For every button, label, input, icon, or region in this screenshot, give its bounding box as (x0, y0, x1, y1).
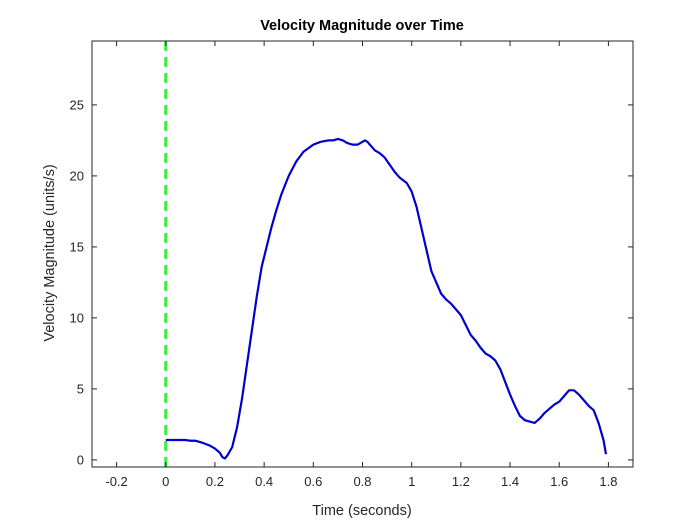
x-tick-label: 1.4 (501, 474, 519, 489)
y-tick-label: 10 (70, 310, 84, 325)
x-tick-label: 1.8 (599, 474, 617, 489)
y-tick-label: 25 (70, 97, 84, 112)
y-tick-label: 20 (70, 168, 84, 183)
x-tick-label: -0.2 (105, 474, 127, 489)
x-tick-label: 1.2 (452, 474, 470, 489)
x-tick-label: 0.6 (304, 474, 322, 489)
x-tick-label: 0.2 (206, 474, 224, 489)
y-tick-label: 0 (77, 452, 84, 467)
plot-area: -0.2 0 0.2 0.4 0.6 0.8 1 1.2 1.4 1.6 1.8 0 5 10 15 20 25 (70, 40, 634, 489)
x-tick-label: 0.8 (353, 474, 371, 489)
y-tick-label: 15 (70, 239, 84, 254)
x-tick-label: 1.6 (550, 474, 568, 489)
x-tick-label: 0.4 (255, 474, 273, 489)
y-axis-label: Velocity Magnitude (units/s) (42, 164, 58, 341)
series-line (165, 137, 608, 460)
x-tick-label: 0 (162, 474, 169, 489)
x-tick-label: 1 (408, 474, 415, 489)
x-axis-label: Time (seconds) (312, 503, 411, 519)
y-tick-label: 5 (77, 381, 84, 396)
chart-title: Velocity Magnitude over Time (260, 18, 464, 34)
